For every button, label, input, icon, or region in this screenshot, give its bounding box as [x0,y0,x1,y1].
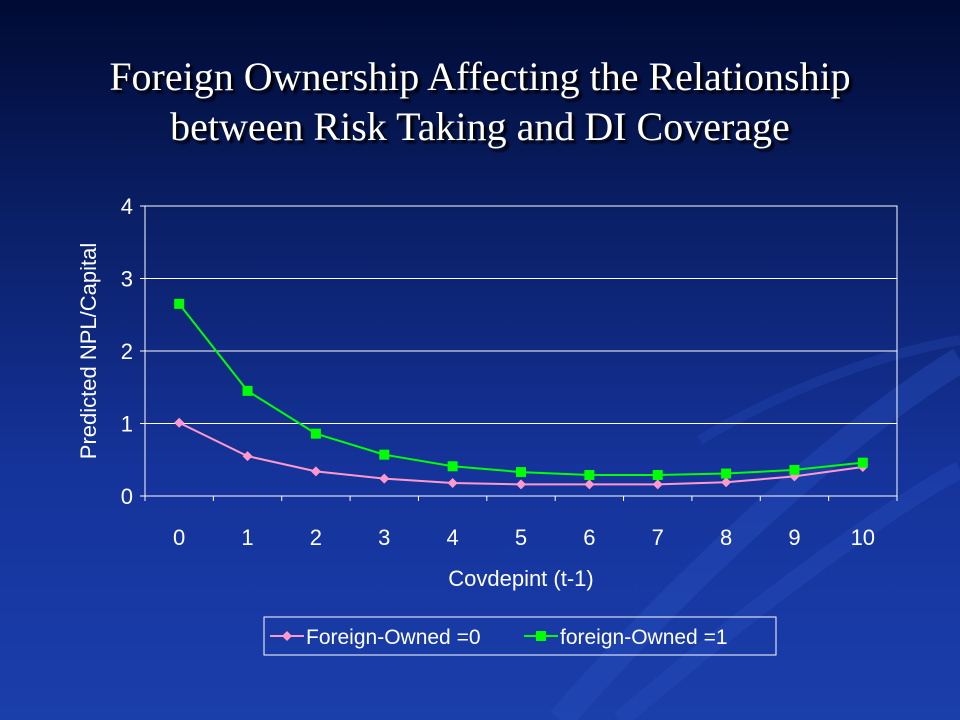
data-point-series-0 [310,466,321,477]
data-point-series-0 [516,479,526,490]
y-axis-title: Predicted NPL/Capital [76,243,101,459]
data-point-series-1 [447,461,458,472]
data-point-series-0 [447,477,458,488]
legend-marker-1 [536,631,546,641]
data-point-series-1 [789,464,800,475]
data-point-series-1 [174,298,185,309]
x-tick-label: 6 [583,525,595,550]
slide-title-line-2: between Risk Taking and DI Coverage [170,104,790,149]
data-point-series-0 [379,473,390,484]
data-point-series-1 [379,449,390,460]
x-tick-label: 0 [173,525,185,550]
data-point-series-1 [310,428,321,439]
slide-title: Foreign Ownership Affecting the Relation… [20,52,940,152]
data-point-series-0 [242,451,253,462]
x-tick-label: 3 [378,525,390,550]
data-point-series-1 [516,467,526,478]
legend-marker-0 [282,631,292,641]
grid-lines [145,278,897,424]
data-point-series-1 [242,385,253,396]
legend-label-0: Foreign-Owned =0 [306,626,481,649]
data-point-series-1 [857,457,868,468]
data-point-series-1 [721,468,732,479]
y-tick-label: 0 [121,484,133,509]
x-tick-label: 7 [652,525,664,550]
y-tick-label: 3 [121,267,133,292]
y-tick-label: 4 [121,194,133,219]
x-tick-label: 5 [515,525,527,550]
data-point-series-0 [721,477,732,488]
data-point-series-0 [174,417,185,428]
legend-box [263,616,777,656]
data-point-series-1 [584,469,595,480]
x-tick-label: 10 [851,525,875,550]
data-point-series-0 [584,479,595,490]
series-line-1 [178,303,863,476]
legend: Foreign-Owned =0 foreign-Owned =1 [270,626,728,649]
y-axis-ticks: 0 1 2 3 4 [121,194,145,509]
legend-label-1: foreign-Owned =1 [560,626,728,649]
x-tick-label: 2 [310,525,322,550]
x-tick-label: 9 [788,525,800,550]
series-group [174,298,868,490]
x-axis-title: Covdepint (t-1) [448,566,594,591]
y-tick-label: 2 [121,339,133,364]
x-tick-label: 1 [241,525,253,550]
x-axis-ticks: 0 1 2 3 4 5 6 7 8 9 10 [144,496,898,550]
x-tick-label: 4 [447,525,459,550]
slide-title-line-1: Foreign Ownership Affecting the Relation… [109,54,851,99]
data-point-series-0 [652,479,663,490]
x-tick-label: 8 [720,525,732,550]
data-point-series-1 [652,469,663,480]
y-tick-label: 1 [121,412,133,437]
